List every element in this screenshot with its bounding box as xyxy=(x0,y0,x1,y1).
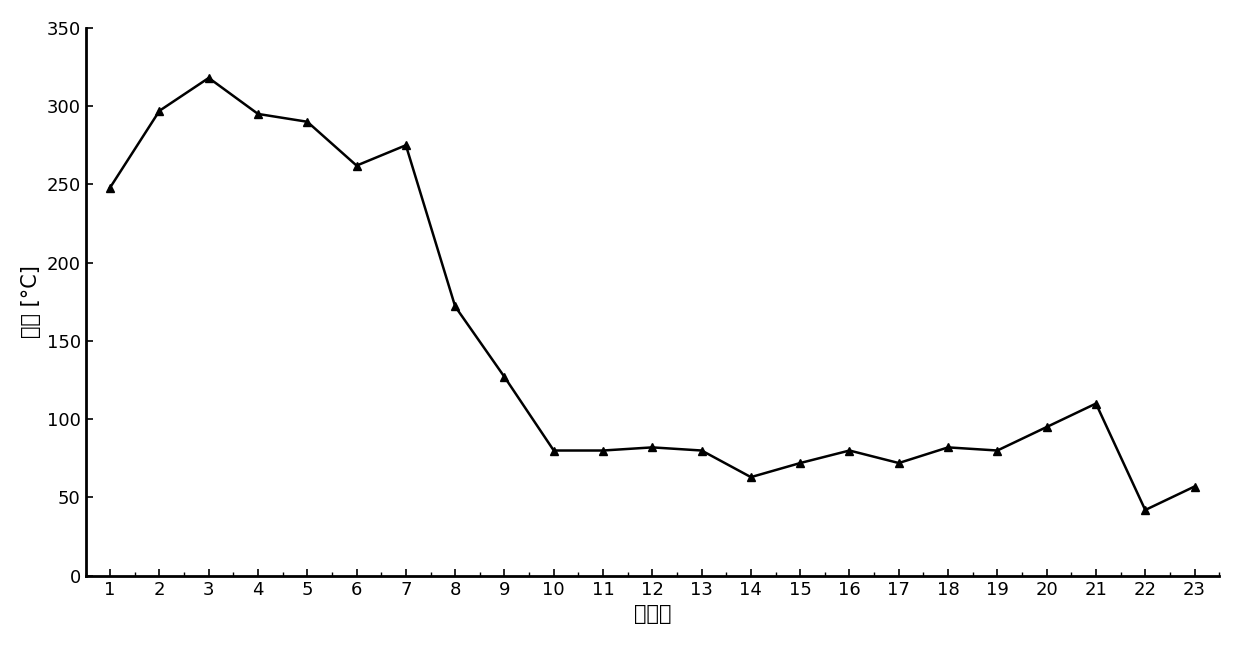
X-axis label: 风笱号: 风笱号 xyxy=(634,604,671,624)
Y-axis label: 温度 [°C]: 温度 [°C] xyxy=(21,265,41,338)
